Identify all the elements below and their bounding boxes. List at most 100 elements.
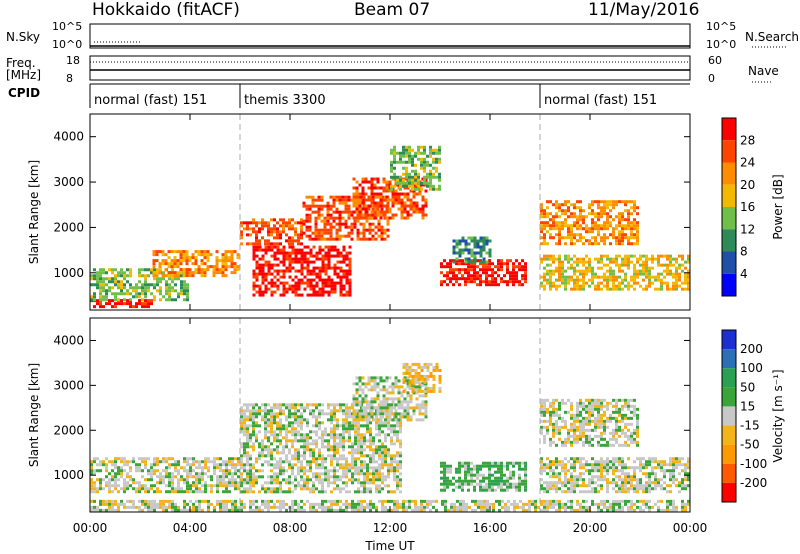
- data-cell: [212, 274, 216, 278]
- data-cell: [279, 260, 283, 264]
- data-cell: [182, 253, 186, 257]
- data-cell: [378, 484, 381, 488]
- data-cell: [198, 463, 201, 467]
- data-cell: [582, 272, 585, 276]
- data-cell: [549, 278, 552, 282]
- data-cell: [438, 178, 441, 182]
- data-cell: [406, 192, 410, 196]
- data-cell: [152, 262, 156, 266]
- data-cell: [294, 415, 297, 419]
- data-cell: [327, 412, 330, 416]
- y-tick-label: 2000: [53, 220, 84, 234]
- data-cell: [564, 242, 567, 246]
- data-cell: [470, 248, 474, 252]
- data-cell: [399, 484, 402, 488]
- data-cell: [174, 475, 177, 479]
- data-cell: [388, 189, 392, 193]
- data-cell: [341, 201, 345, 205]
- data-cell: [267, 460, 270, 464]
- data-cell: [152, 253, 156, 257]
- data-cell: [380, 237, 384, 241]
- data-cell: [330, 266, 334, 270]
- data-cell: [255, 221, 258, 225]
- data-cell: [351, 442, 354, 446]
- data-cell: [327, 469, 330, 473]
- data-cell: [155, 274, 159, 278]
- data-cell: [399, 154, 402, 158]
- data-cell: [555, 284, 558, 288]
- data-cell: [132, 505, 135, 509]
- data-cell: [267, 248, 271, 252]
- data-cell: [192, 508, 195, 512]
- data-cell: [351, 478, 354, 482]
- data-cell: [372, 478, 375, 482]
- data-cell: [267, 439, 270, 443]
- data-cell: [294, 230, 297, 234]
- data-cell: [357, 466, 360, 470]
- data-cell: [412, 409, 416, 413]
- data-cell: [424, 400, 428, 404]
- data-cell: [370, 406, 374, 410]
- data-cell: [261, 266, 265, 270]
- data-cell: [141, 484, 144, 488]
- data-cell: [315, 439, 318, 443]
- data-cell: [138, 505, 141, 509]
- data-cell: [294, 260, 298, 264]
- data-cell: [558, 266, 561, 270]
- data-cell: [564, 257, 567, 261]
- data-cell: [303, 439, 306, 443]
- data-cell: [288, 242, 291, 246]
- data-cell: [582, 221, 585, 225]
- data-cell: [483, 502, 486, 506]
- data-cell: [354, 466, 357, 470]
- data-cell: [336, 403, 339, 407]
- data-cell: [585, 239, 588, 243]
- data-cell: [305, 219, 309, 223]
- data-cell: [648, 499, 651, 503]
- data-cell: [273, 251, 277, 255]
- data-cell: [147, 268, 150, 272]
- data-cell: [512, 265, 515, 269]
- data-cell: [273, 284, 277, 288]
- data-cell: [367, 204, 371, 208]
- data-cell: [464, 239, 468, 243]
- data-cell: [237, 460, 240, 464]
- data-cell: [282, 254, 286, 258]
- data-cell: [600, 281, 603, 285]
- data-cell: [426, 368, 430, 372]
- data-cell: [111, 508, 114, 512]
- data-cell: [285, 436, 288, 440]
- data-cell: [219, 502, 222, 506]
- data-cell: [591, 502, 594, 506]
- data-cell: [96, 274, 99, 278]
- data-cell: [459, 505, 462, 509]
- data-cell: [369, 466, 372, 470]
- data-cell: [345, 275, 349, 279]
- data-cell: [342, 245, 346, 249]
- data-cell: [135, 490, 138, 494]
- data-cell: [543, 254, 546, 258]
- data-cell: [555, 221, 558, 225]
- data-cell: [252, 502, 255, 506]
- data-cell: [126, 302, 129, 306]
- data-cell: [409, 415, 413, 419]
- data-cell: [360, 481, 363, 485]
- data-cell: [246, 478, 249, 482]
- data-cell: [446, 262, 449, 266]
- data-cell: [432, 166, 435, 170]
- data-cell: [540, 212, 543, 216]
- data-cell: [394, 201, 398, 205]
- data-cell: [96, 478, 99, 482]
- data-cell: [366, 445, 369, 449]
- data-cell: [327, 439, 330, 443]
- data-cell: [657, 505, 660, 509]
- data-cell: [358, 201, 362, 205]
- data-cell: [384, 445, 387, 449]
- data-cell: [359, 222, 363, 226]
- data-cell: [240, 466, 243, 470]
- data-cell: [339, 466, 342, 470]
- data-cell: [267, 263, 271, 267]
- data-cell: [267, 230, 270, 234]
- data-cell: [370, 210, 374, 214]
